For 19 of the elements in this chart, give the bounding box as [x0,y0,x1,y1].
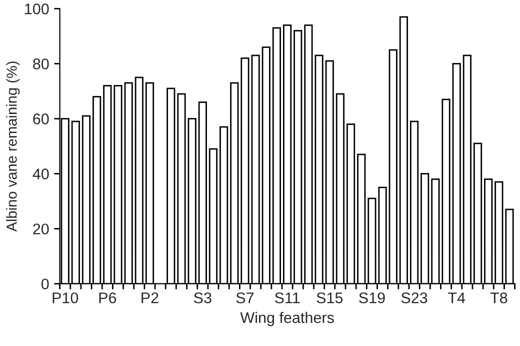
y-tick-label: 80 [33,58,49,70]
x-tick-label: T4 [448,292,466,304]
x-tick-label: S7 [236,292,254,304]
y-tick-label: 0 [41,278,49,290]
y-axis-title: Albino vane remaining (%) [6,62,20,232]
x-tick-label: S23 [401,292,428,304]
x-tick-label: S3 [194,292,212,304]
x-tick-label: P6 [99,292,116,304]
y-tick-label: 20 [33,224,49,234]
x-tick-label: S15 [316,292,343,304]
y-tick-label: 100 [25,4,49,14]
x-tick-label: S11 [274,292,300,304]
x-tick-label: S19 [359,292,385,304]
y-tick-label: 40 [32,168,49,180]
x-axis-title: Wing feathers [240,312,334,326]
x-tick-label: P2 [142,292,158,304]
x-tick-label: T8 [490,292,508,304]
y-tick-label: 60 [33,114,49,124]
x-tick-label: P10 [52,292,78,304]
